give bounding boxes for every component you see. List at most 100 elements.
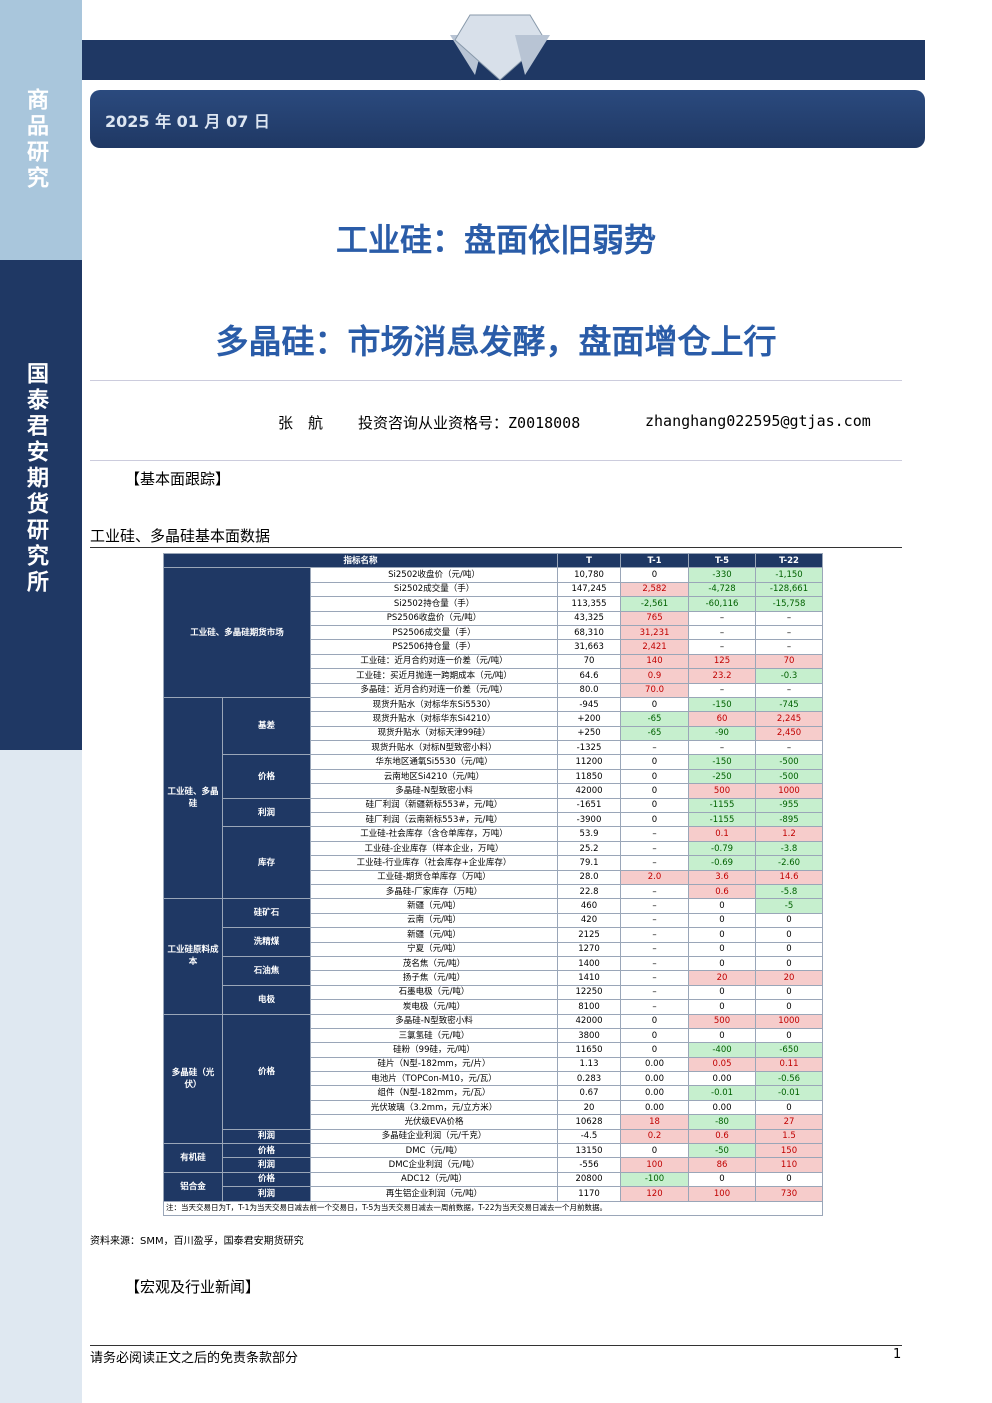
- table-cell: 工业硅原料成本: [163, 898, 223, 1015]
- table-row: 硅厂利润（云南新标553#，元/吨） -3900 0 -1155 -895: [164, 812, 824, 828]
- table-cell: 0.2: [620, 1128, 690, 1145]
- table-cell: 茂名焦（元/吨）: [309, 955, 559, 972]
- table-row: 现货升贴水（对标华东Si4210） +200 -65 60 2,245: [164, 711, 824, 727]
- table-cell: 2.0: [620, 869, 690, 885]
- table-row: 注：当天交易日为T，T-1为当天交易日减去前一个交易日，T-5为当天交易日减去一…: [162, 1200, 824, 1216]
- table-cell: 12250: [557, 984, 622, 1001]
- table-cell: 0.00: [688, 1071, 757, 1087]
- table-cell: 1270: [557, 941, 622, 957]
- page-number: 1: [893, 1347, 902, 1362]
- table-row: 硅粉（99硅，元/吨） 11650 0 -400 -650: [164, 1042, 824, 1058]
- table-cell: 0: [755, 999, 824, 1015]
- table-row: 有机硅 价格 DMC（元/吨） 13150 0 -50 150: [163, 1143, 824, 1173]
- table-row: 工业硅原料成本 硅矿石 新疆（元/吨） 460–0 -5: [163, 898, 824, 1015]
- table-cell: -5.8: [755, 883, 824, 900]
- table-row: 利润 DMC企业利润（元/吨） -556 100 86 110: [164, 1157, 824, 1173]
- table-cell: 68,310: [557, 624, 622, 641]
- table-row: 现货升贴水（对标N型致密小料） -1325– – –: [164, 740, 824, 756]
- table-cell: 工业硅：买近月抛连一跨期成本（元/吨）: [309, 668, 559, 684]
- table-cell: PS2506收盘价（元/吨）: [309, 610, 559, 626]
- table-cell: 53.9: [557, 826, 622, 842]
- table-cell: 8100: [557, 999, 622, 1015]
- table-cell: -128,661: [755, 581, 824, 598]
- table-cell: 再生铝企业利润（元/吨）: [309, 1186, 559, 1202]
- table-cell: 工业硅-社会库存（含仓单库存，万吨）: [309, 826, 559, 842]
- table-cell: 80.0: [557, 682, 622, 698]
- table-cell: -80: [688, 1114, 757, 1130]
- table-cell: 工业硅、多晶硅期货市场: [163, 567, 311, 698]
- table-row: 利润 硅厂利润（新疆新标553#，元/吨） -1651 0 -1155 -955: [164, 797, 824, 828]
- table-cell: 140: [620, 653, 690, 670]
- table-cell: 指标名称: [162, 552, 559, 569]
- table-cell: 现货升贴水（对标华东Si5530）: [309, 696, 559, 713]
- table-cell: 新疆（元/吨）: [309, 927, 559, 943]
- table-cell: DMC（元/吨）: [309, 1143, 559, 1159]
- table-row: 炭电极（元/吨） 8100–0 0: [164, 999, 824, 1015]
- table-cell: 0.05: [688, 1056, 757, 1073]
- table-cell: 460: [557, 898, 622, 914]
- table-cell: 石墨电极（元/吨）: [309, 984, 559, 1001]
- table-cell: -0.69: [688, 855, 757, 871]
- table-cell: 多晶硅：近月合约对连一价差（元/吨）: [309, 682, 559, 698]
- table-row: PS2506持仓量（手） 31,663 2,421– –: [164, 639, 824, 655]
- table-row: 多晶硅（光伏） 价格 多晶硅-N型致密小料 42000 0 500 1000: [163, 1013, 824, 1145]
- table-cell: -500: [755, 768, 824, 785]
- table-cell: 120: [620, 1186, 690, 1202]
- table-cell: –: [688, 639, 757, 655]
- table-cell: 500: [688, 1013, 757, 1029]
- table-cell: –: [620, 855, 690, 871]
- table-cell: 利润: [222, 1157, 311, 1173]
- table-cell: 0: [620, 754, 690, 770]
- table-cell: -5: [755, 898, 824, 914]
- table-row: 工业硅-期货仓单库存（万吨） 28.0 2.0 3.6 14.6: [164, 869, 824, 885]
- table-cell: -2,561: [620, 596, 690, 612]
- table-cell: 0: [755, 1099, 824, 1116]
- sidebar-rest: [0, 750, 82, 1403]
- table-cell: -650: [755, 1042, 824, 1058]
- table-cell: 43,325: [557, 610, 622, 626]
- table-cell: -400: [688, 1042, 757, 1058]
- table-cell: 华东地区通氧Si5530（元/吨）: [309, 754, 559, 770]
- table-cell: 2,582: [620, 581, 690, 598]
- table-cell: 利润: [222, 1186, 311, 1202]
- disclaimer: 请务必阅读正文之后的免责条款部分: [90, 1351, 299, 1366]
- table-cell: 20: [755, 970, 824, 986]
- table-cell: 0: [620, 696, 690, 713]
- author-email: zhanghang022595@gtjas.com: [645, 412, 871, 430]
- table-cell: 1410: [557, 970, 622, 986]
- table-cell: 730: [755, 1186, 824, 1202]
- table-cell: 0: [620, 783, 690, 799]
- table-cell: 0: [688, 955, 757, 972]
- table-cell: 0: [620, 1042, 690, 1058]
- table-row: 多晶硅：近月合约对连一价差（元/吨） 80.0 70.0– –: [164, 682, 824, 698]
- table-cell: -65: [620, 725, 690, 742]
- table-cell: -4.5: [557, 1128, 622, 1145]
- table-cell: 2,450: [755, 725, 824, 742]
- table-row: 光伏级EVA价格 10628 18 -80 27: [164, 1114, 824, 1130]
- table-cell: 420: [557, 912, 622, 929]
- table-cell: 电池片（TOPCon-M10，元/瓦）: [309, 1071, 559, 1087]
- table-cell: -1,150: [755, 567, 824, 583]
- table-cell: 组件（N型-182mm，元/瓦）: [309, 1085, 559, 1101]
- table-cell: 工业硅：近月合约对连一价差（元/吨）: [309, 653, 559, 670]
- table-cell: 0: [688, 912, 757, 929]
- table-cell: 150: [755, 1143, 824, 1159]
- table-cell: 0: [688, 1171, 757, 1188]
- table-cell: -50: [688, 1143, 757, 1159]
- table-cell: 工业硅、多晶硅: [163, 696, 223, 900]
- table-cell: 0.1: [688, 826, 757, 842]
- table-cell: -0.79: [688, 840, 757, 857]
- table-cell: –: [620, 927, 690, 943]
- table-cell: –: [620, 883, 690, 900]
- table-cell: –: [620, 955, 690, 972]
- table-cell: –: [620, 912, 690, 929]
- table-cell: -100: [620, 1171, 690, 1188]
- table-row: 电池片（TOPCon-M10，元/瓦） 0.283 0.00 0.00 -0.56: [164, 1071, 824, 1087]
- data-table: 指标名称 T T-1 T-5 T-22 工业硅、多晶硅期货市场 Si2502收盘价（元/吨）…: [162, 552, 824, 1216]
- table-cell: 70.0: [620, 682, 690, 698]
- table-cell: 扬子焦（元/吨）: [309, 970, 559, 986]
- table-cell: PS2506持仓量（手）: [309, 639, 559, 655]
- table-cell: 125: [688, 653, 757, 670]
- table-cell: 42000: [557, 783, 622, 799]
